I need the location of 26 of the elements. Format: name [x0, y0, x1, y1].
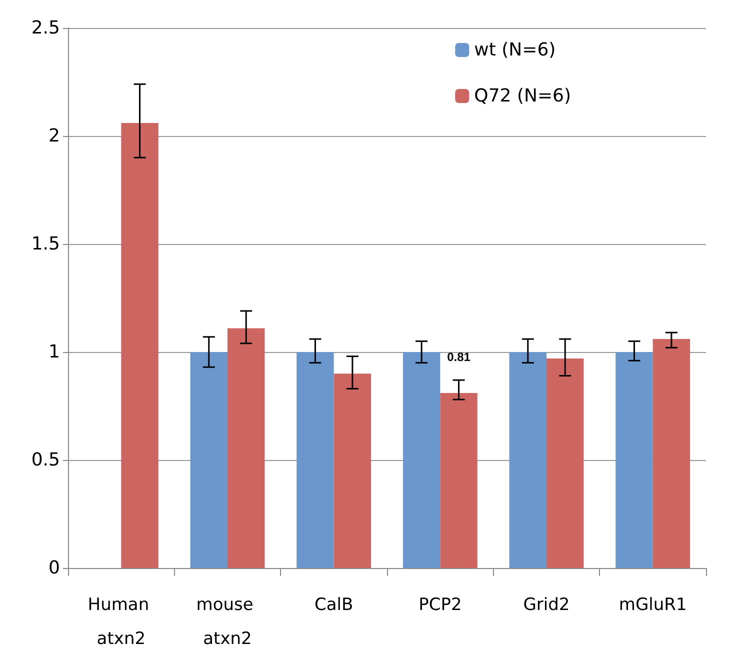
bar [616, 352, 653, 568]
x-tick-label: mouse atxn2 [196, 595, 259, 649]
y-tick-label: 0 [48, 558, 60, 578]
y-tick-label: 2.5 [31, 18, 60, 38]
bar [121, 123, 158, 568]
x-tick-label: Grid2 [523, 595, 570, 615]
bar [546, 358, 584, 568]
data-label: 0.81 [447, 350, 471, 364]
bar [334, 374, 372, 568]
bar [190, 352, 228, 568]
legend-label: wt (N=6) [474, 40, 556, 60]
bar [296, 352, 334, 568]
bar [402, 352, 440, 568]
y-tick-label: 1.5 [31, 234, 60, 254]
bar [652, 339, 690, 568]
x-tick-label: Human atxn2 [88, 595, 155, 649]
bar [509, 352, 546, 568]
x-tick-label: mGluR1 [618, 595, 687, 615]
y-tick-label: 1 [48, 342, 60, 362]
legend-label: Q72 (N=6) [474, 86, 572, 106]
x-tick-label: CalB [314, 595, 354, 615]
bar [440, 393, 478, 568]
bar [228, 328, 265, 568]
x-tick-label: PCP2 [418, 595, 462, 615]
y-tick-label: 0.5 [31, 450, 60, 470]
y-tick-label: 2 [48, 126, 60, 146]
